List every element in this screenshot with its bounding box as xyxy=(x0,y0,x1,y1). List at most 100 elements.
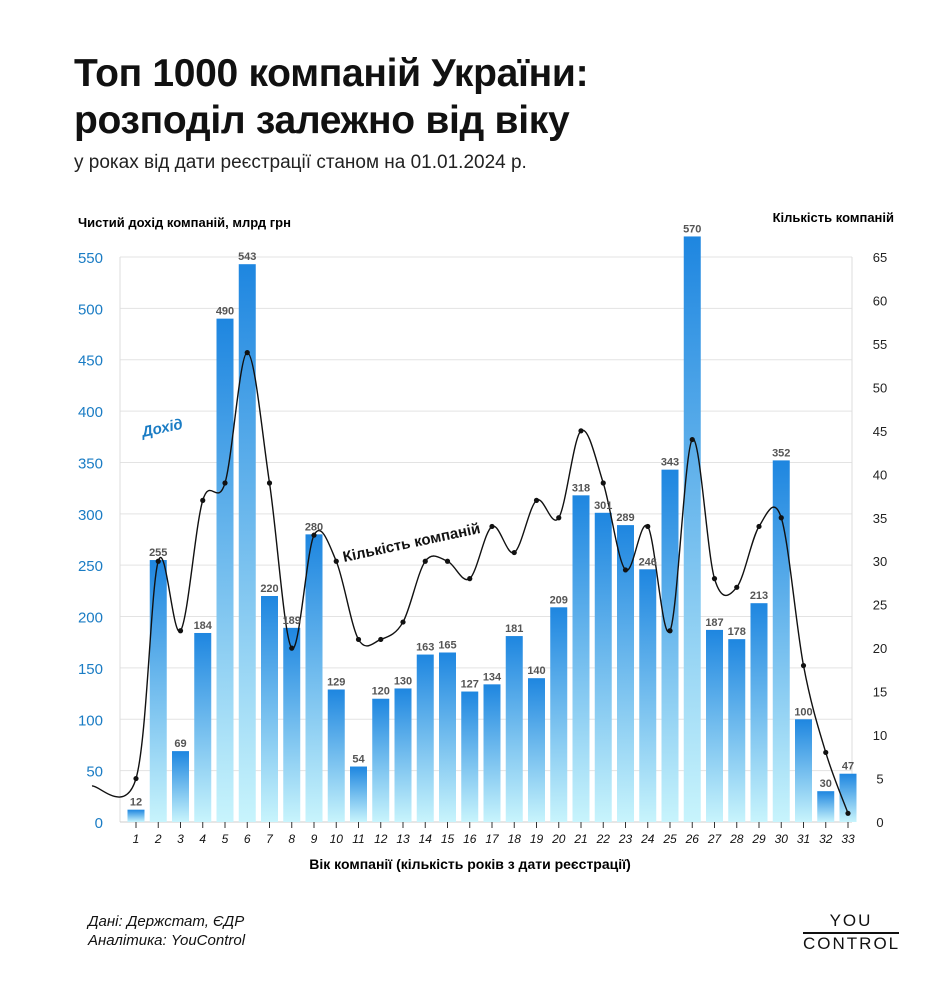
count-point xyxy=(489,523,495,530)
bar-value-label: 12 xyxy=(130,797,142,809)
count-point xyxy=(800,662,807,669)
bar xyxy=(261,596,278,822)
bar-value-label: 181 xyxy=(505,623,523,635)
y2-tick-label: 25 xyxy=(873,598,887,613)
y2-tick-label: 20 xyxy=(873,641,887,656)
count-point xyxy=(266,480,273,486)
y-tick-label: 250 xyxy=(78,558,103,575)
y2-tick-label: 0 xyxy=(876,815,883,830)
y2-tick-label: 40 xyxy=(873,467,887,482)
bar-value-label: 140 xyxy=(527,665,545,677)
y2-tick-label: 45 xyxy=(873,424,887,439)
count-point xyxy=(845,810,851,816)
x-tick-label: 7 xyxy=(266,832,274,846)
x-tick-label: 30 xyxy=(775,832,789,846)
y-tick-label: 350 xyxy=(78,455,103,472)
y2-tick-label: 55 xyxy=(873,337,887,352)
count-point xyxy=(622,567,629,573)
count-point xyxy=(823,749,829,756)
x-tick-label: 3 xyxy=(177,832,184,846)
bar xyxy=(594,512,612,822)
bar xyxy=(350,766,367,822)
bar-value-label: 246 xyxy=(639,556,657,568)
y-tick-label: 200 xyxy=(78,610,103,627)
bar xyxy=(283,627,301,822)
count-point xyxy=(511,549,517,556)
count-point xyxy=(578,428,584,434)
x-tick-label: 5 xyxy=(222,832,229,846)
bar xyxy=(817,791,835,822)
bar-value-label: 129 xyxy=(327,676,345,688)
count-point xyxy=(222,480,228,486)
bar xyxy=(149,560,167,822)
count-point xyxy=(289,645,295,651)
count-point xyxy=(200,497,206,503)
count-point xyxy=(355,636,362,643)
y2-tick-label: 65 xyxy=(873,250,887,265)
bar xyxy=(172,751,189,822)
x-tick-label: 33 xyxy=(841,832,855,846)
bar xyxy=(372,698,390,822)
x-tick-label: 26 xyxy=(685,832,700,846)
x-tick-label: 19 xyxy=(530,832,544,846)
youcontrol-logo: YOU CONTROL xyxy=(803,911,899,954)
x-tick-label: 17 xyxy=(485,832,500,846)
x-tick-label: 28 xyxy=(729,832,744,846)
x-tick-label: 2 xyxy=(154,832,162,846)
count-point xyxy=(711,576,718,582)
count-point xyxy=(400,619,406,625)
y-tick-label: 450 xyxy=(78,353,103,370)
x-tick-label: 32 xyxy=(819,832,833,846)
y2-tick-label: 10 xyxy=(873,728,887,743)
y2-tick-label: 50 xyxy=(873,380,887,395)
count-point xyxy=(645,523,651,530)
source-analytics: Аналітика: YouControl xyxy=(88,932,246,949)
y-tick-label: 500 xyxy=(78,301,103,318)
bar xyxy=(439,652,456,822)
bar-value-label: 213 xyxy=(750,590,768,602)
bar-value-label: 301 xyxy=(594,500,612,512)
y2-tick-label: 30 xyxy=(873,554,887,569)
count-point xyxy=(533,497,540,503)
x-tick-label: 4 xyxy=(199,832,206,846)
y2-axis-label: Кількість компаній xyxy=(773,210,894,225)
chart-title: Топ 1000 компаній України: розподіл залеж… xyxy=(74,50,589,144)
x-tick-label: 16 xyxy=(463,832,477,846)
bar xyxy=(327,689,345,822)
bar-value-label: 54 xyxy=(352,754,365,766)
bar xyxy=(394,688,412,822)
count-point xyxy=(311,532,317,538)
bar-value-label: 289 xyxy=(616,512,634,524)
count-point xyxy=(556,515,562,521)
bar-value-label: 120 xyxy=(372,686,390,698)
bar-value-label: 209 xyxy=(550,594,568,606)
bar-value-label: 220 xyxy=(260,583,278,595)
x-tick-label: 27 xyxy=(707,832,723,846)
x-tick-label: 21 xyxy=(573,832,587,846)
bar-value-label: 490 xyxy=(216,306,234,318)
x-tick-label: 23 xyxy=(618,832,633,846)
x-tick-label: 31 xyxy=(797,832,810,846)
bar xyxy=(728,639,746,822)
count-point xyxy=(600,480,606,486)
x-tick-label: 18 xyxy=(508,832,522,846)
bar xyxy=(127,809,145,822)
bar-value-label: 100 xyxy=(794,706,812,718)
bar-value-label: 184 xyxy=(194,620,213,632)
y-tick-label: 400 xyxy=(78,404,103,421)
logo-line-1: YOU xyxy=(803,911,899,934)
bar xyxy=(572,495,590,822)
chart-subtitle: у роках від дати реєстрації станом на 01… xyxy=(74,152,527,173)
series-label-revenue: Дохід xyxy=(138,416,184,442)
x-tick-label: 25 xyxy=(662,832,677,846)
bar-value-label: 280 xyxy=(305,521,323,533)
x-tick-label: 29 xyxy=(751,832,766,846)
bar xyxy=(706,629,723,822)
series-label-count: Кількість компаній xyxy=(341,520,482,566)
bar xyxy=(505,636,523,822)
x-tick-label: 12 xyxy=(374,832,388,846)
bar xyxy=(795,719,812,822)
bar-value-label: 255 xyxy=(149,547,167,559)
bar xyxy=(216,318,234,822)
source-note: Дані: Держстат, ЄДР Аналітика: YouContro… xyxy=(88,912,245,950)
